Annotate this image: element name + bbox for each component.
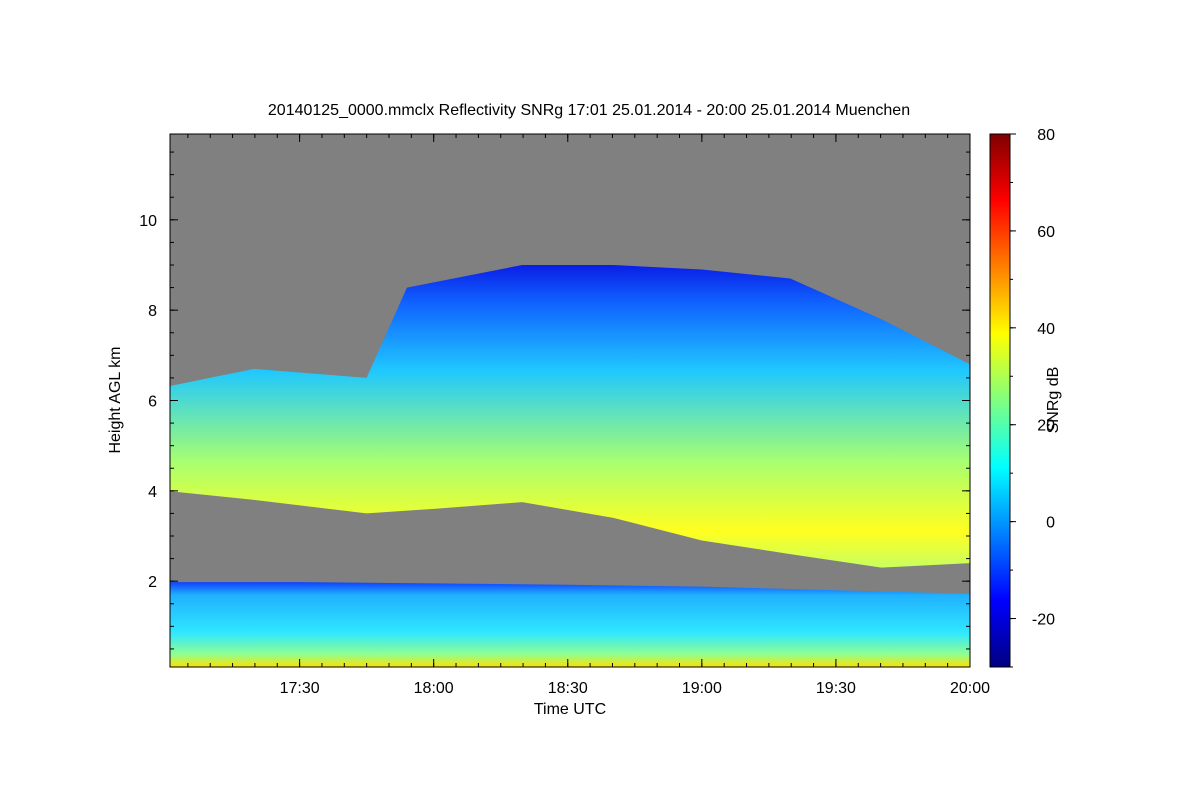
low-cloud-layer <box>170 582 970 667</box>
x-axis: 17:30 18:00 18:30 19:00 19:30 20:00 <box>187 134 990 697</box>
x-tick-label: 17:30 <box>280 680 320 697</box>
x-tick-label: 18:00 <box>414 680 454 697</box>
colorbar-tick-label: 60 <box>1037 224 1055 241</box>
colorbar-tick-label: 20 <box>1037 418 1055 435</box>
colorbar-tick-label: 40 <box>1037 321 1055 338</box>
y-tick-label: 4 <box>148 484 157 501</box>
y-axis: 2 4 6 8 10 <box>139 151 970 650</box>
y-tick-label: 2 <box>148 574 157 591</box>
colorbar-label: SNRg dB <box>1045 367 1062 434</box>
y-tick-label: 8 <box>148 303 157 320</box>
x-axis-label: Time UTC <box>534 701 606 718</box>
mid-upper-cloud-layer <box>170 265 970 568</box>
y-tick-label: 6 <box>148 394 157 411</box>
x-tick-label: 19:30 <box>816 680 856 697</box>
plot-area <box>170 134 970 667</box>
chart-title: 20140125_0000.mmclx Reflectivity SNRg 17… <box>268 102 910 119</box>
colorbar: -20 0 20 40 60 80 SNRg dB <box>989 127 1062 668</box>
colorbar-ticks: -20 0 20 40 60 80 <box>1010 127 1055 668</box>
y-tick-label: 10 <box>139 213 157 230</box>
colorbar-tick-label: 80 <box>1037 127 1055 144</box>
colorbar-tick-label: 0 <box>1046 515 1055 532</box>
x-tick-label: 20:00 <box>950 680 990 697</box>
x-tick-label: 19:00 <box>682 680 722 697</box>
colorbar-gradient <box>989 133 1011 668</box>
x-tick-label: 18:30 <box>548 680 588 697</box>
y-axis-label: Height AGL km <box>107 346 124 453</box>
colorbar-tick-label: -20 <box>1032 612 1055 629</box>
